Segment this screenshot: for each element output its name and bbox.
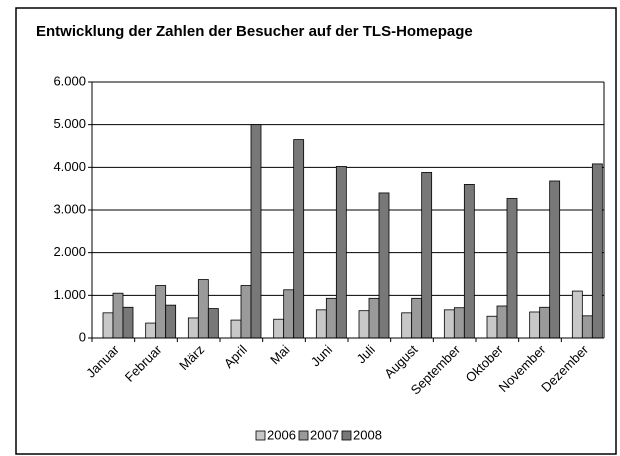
bar	[529, 311, 541, 339]
bar	[411, 297, 423, 339]
bar	[145, 322, 157, 339]
bar	[496, 305, 508, 339]
bar	[250, 124, 262, 339]
x-tick-label: Dezember	[538, 341, 591, 394]
bar	[325, 297, 337, 339]
bar	[421, 172, 433, 339]
bar	[230, 319, 242, 339]
bar	[401, 312, 413, 339]
x-tick-label: Januar	[83, 341, 122, 380]
x-tick-label: April	[221, 342, 250, 371]
bar	[283, 289, 295, 339]
legend-swatch	[341, 430, 352, 441]
bar	[122, 306, 134, 339]
bar	[240, 285, 252, 339]
y-tick-label: 3.000	[53, 201, 86, 216]
legend-label: 2006	[267, 427, 296, 442]
y-tick-label: 5.000	[53, 116, 86, 131]
bar	[155, 285, 167, 339]
y-tick-label: 1.000	[53, 287, 86, 302]
bar	[581, 315, 593, 339]
bar	[378, 192, 390, 339]
y-tick-label: 0	[79, 329, 86, 344]
bar	[273, 318, 285, 339]
bar	[486, 315, 498, 339]
legend-swatch	[298, 430, 309, 441]
legend-label: 2008	[353, 427, 382, 442]
x-tick-label: August	[381, 342, 420, 381]
bar	[463, 183, 475, 339]
y-tick-label: 2.000	[53, 244, 86, 259]
bar	[453, 307, 465, 339]
bar	[368, 297, 380, 339]
y-tick-label: 4.000	[53, 159, 86, 174]
x-tick-label: Mai	[267, 342, 292, 367]
bar	[112, 292, 124, 339]
legend-swatch	[255, 430, 266, 441]
bar	[187, 317, 199, 339]
bar	[591, 163, 603, 339]
bar	[207, 308, 219, 339]
x-tick-label: Juli	[353, 342, 377, 366]
bar	[358, 310, 370, 339]
x-tick-label: Februar	[122, 341, 165, 384]
bar	[539, 306, 551, 339]
bar	[571, 290, 583, 339]
bar	[165, 304, 177, 339]
bar	[443, 309, 455, 339]
bar	[549, 180, 561, 339]
bar	[197, 279, 209, 339]
chart-title: Entwicklung der Zahlen der Besucher auf …	[36, 23, 473, 40]
bar	[102, 312, 114, 339]
bar	[293, 139, 305, 339]
bar	[335, 166, 347, 339]
bar	[315, 309, 327, 339]
x-tick-label: Juni	[308, 342, 336, 370]
legend-label: 2007	[310, 427, 339, 442]
x-tick-label: März	[176, 342, 207, 373]
chart-frame	[15, 7, 617, 455]
x-tick-label: Oktober	[463, 341, 507, 385]
y-tick-label: 6.000	[53, 73, 86, 88]
bar	[506, 198, 518, 339]
